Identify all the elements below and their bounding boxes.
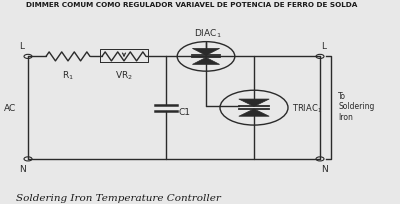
Text: TRIAC$_1$: TRIAC$_1$ — [292, 102, 322, 114]
Text: DIMMER COMUM COMO REGULADOR VARIAVEL DE POTENCIA DE FERRO DE SOLDA: DIMMER COMUM COMO REGULADOR VARIAVEL DE … — [26, 2, 358, 8]
Text: L: L — [321, 42, 326, 51]
Circle shape — [24, 55, 32, 59]
Text: N: N — [19, 164, 25, 173]
Text: DIAC$_1$: DIAC$_1$ — [194, 27, 222, 39]
Polygon shape — [239, 109, 269, 117]
Circle shape — [316, 55, 324, 59]
Circle shape — [316, 157, 324, 161]
Text: C1: C1 — [179, 108, 191, 117]
Polygon shape — [239, 100, 269, 107]
Circle shape — [24, 157, 32, 161]
Text: VR$_2$: VR$_2$ — [115, 69, 133, 82]
Polygon shape — [192, 58, 220, 65]
Text: N: N — [321, 164, 328, 173]
Text: AC: AC — [4, 104, 16, 113]
Text: Soldering Iron Temperature Controller: Soldering Iron Temperature Controller — [16, 193, 221, 202]
Polygon shape — [192, 49, 220, 56]
Text: To
Soldering
Iron: To Soldering Iron — [338, 91, 374, 121]
Text: L: L — [20, 42, 24, 51]
Text: R$_1$: R$_1$ — [62, 69, 74, 82]
